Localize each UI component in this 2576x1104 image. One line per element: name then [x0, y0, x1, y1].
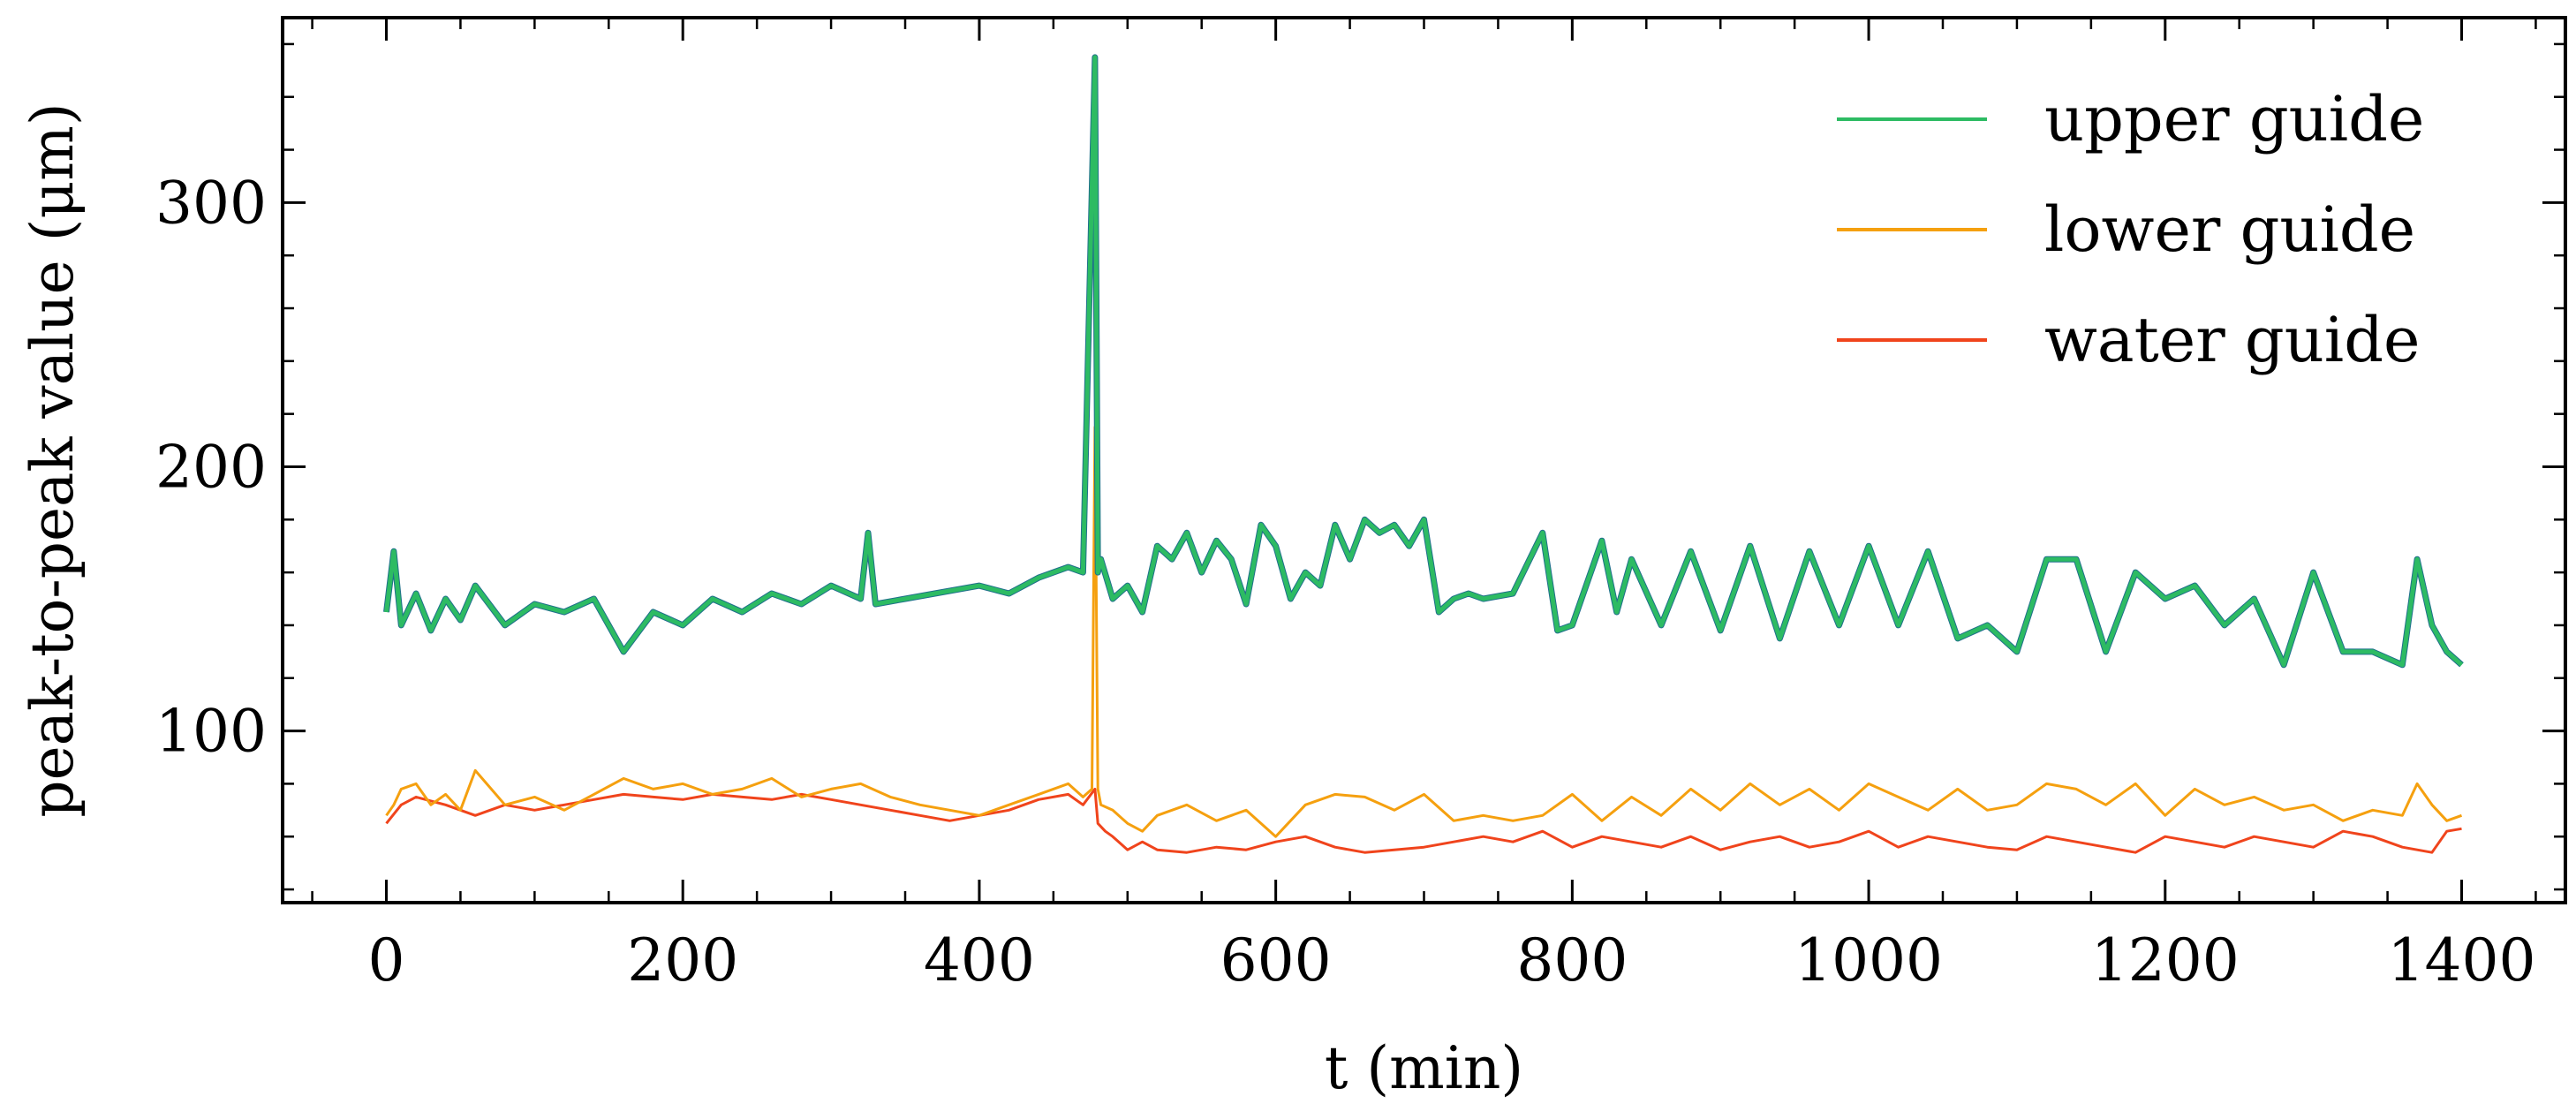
x-tick-label: 200: [627, 926, 738, 994]
y-tick-label: 200: [155, 433, 267, 501]
x-tick-label: 800: [1516, 926, 1628, 994]
series-line-upper-guide: [384, 55, 2464, 668]
x-tick-label: 0: [368, 926, 405, 994]
y-tick-label: 300: [155, 169, 267, 237]
legend: upper guide lower guide water guide: [1837, 83, 2424, 376]
legend-label-upper-guide: upper guide: [2044, 83, 2424, 155]
legend-label-lower-guide: lower guide: [2044, 193, 2415, 266]
y-tick-label: 100: [155, 698, 267, 766]
x-tick-label: 1400: [2388, 926, 2536, 994]
x-tick-label: 1200: [2091, 926, 2240, 994]
y-axis-label: peak-to-peak value (μm): [19, 102, 87, 817]
x-tick-label: 600: [1220, 926, 1332, 994]
x-tick-labels: 0 200 400 600 800 1000 1200 1400: [368, 926, 2536, 994]
x-axis-label: t (min): [1325, 1034, 1523, 1102]
series-line-water-guide: [385, 787, 2462, 854]
y-tick-labels: 100 200 300: [155, 169, 267, 765]
data-series: [383, 54, 2464, 854]
plot-area-frame: [281, 16, 2567, 904]
x-tick-label: 1000: [1794, 926, 1943, 994]
x-tick-label: 400: [924, 926, 1035, 994]
series-line-lower-guide: [385, 426, 2463, 838]
legend-label-water-guide: water guide: [2044, 304, 2420, 376]
tick-marks: [283, 18, 2565, 903]
